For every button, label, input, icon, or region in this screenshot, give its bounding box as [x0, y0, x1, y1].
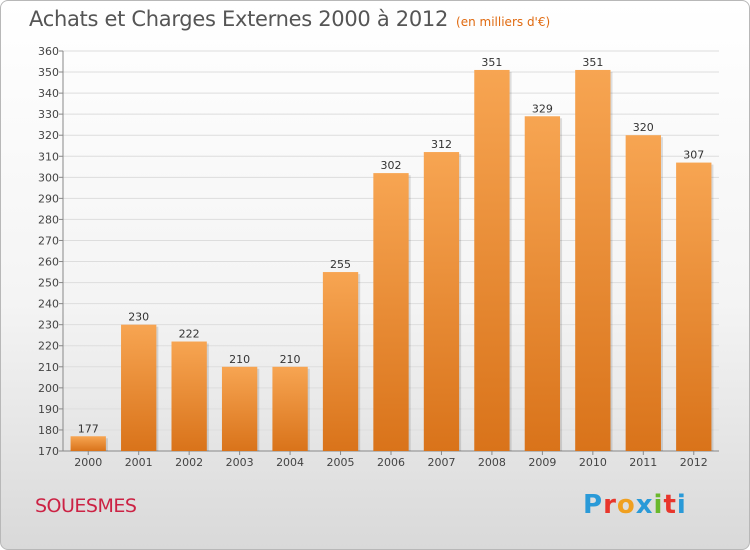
y-tick-label: 310 [38, 150, 59, 163]
bar [676, 162, 712, 451]
chart-title: Achats et Charges Externes 2000 à 2012 (e… [29, 7, 550, 31]
bar [322, 272, 359, 451]
brand-letter: P [583, 490, 604, 520]
x-tick-label: 2002 [175, 456, 203, 469]
data-label: 255 [330, 258, 351, 271]
y-tick-label: 340 [38, 87, 59, 100]
bar [272, 366, 308, 451]
data-label: 351 [481, 56, 502, 69]
brand-logo[interactable]: Proxiti [583, 490, 687, 520]
y-tick-label: 350 [38, 66, 59, 79]
x-tick-label: 2010 [579, 456, 607, 469]
y-tick-label: 290 [38, 192, 59, 205]
data-label: 307 [683, 149, 704, 162]
bars [70, 69, 714, 452]
y-tick-label: 230 [38, 319, 59, 332]
bar [373, 173, 409, 451]
brand-letter: t [663, 490, 677, 520]
brand-letter: o [616, 490, 636, 520]
data-label: 320 [633, 121, 654, 134]
chart-unit-label: (en milliers d'€) [456, 15, 551, 29]
data-label: 329 [532, 102, 553, 115]
brand-letter: i [653, 490, 664, 520]
data-label: 177 [78, 422, 99, 435]
data-label: 222 [179, 328, 200, 341]
y-tick-label: 260 [38, 256, 59, 269]
data-label: 210 [280, 353, 301, 366]
x-tick-label: 2003 [226, 456, 254, 469]
brand-letter: r [603, 490, 617, 520]
x-tick-label: 2006 [377, 456, 405, 469]
x-tick-label: 2000 [74, 456, 102, 469]
labels: 170 180 190 200 210 220 230 240 250 260 270 280 290 3… [38, 45, 708, 469]
y-tick-label: 270 [38, 234, 59, 247]
bar [171, 341, 207, 451]
y-tick-label: 200 [38, 382, 59, 395]
x-tick-label: 2009 [528, 456, 556, 469]
brand-letter: i [676, 490, 687, 520]
data-label: 302 [381, 159, 402, 172]
bar [625, 135, 661, 452]
x-tick-label: 2004 [276, 456, 304, 469]
bar [121, 324, 157, 451]
y-tick-label: 300 [38, 171, 59, 184]
y-tick-label: 320 [38, 129, 59, 142]
x-tick-label: 2012 [680, 456, 708, 469]
y-tick-label: 250 [38, 277, 59, 290]
bar [423, 152, 460, 452]
y-tick-label: 190 [38, 403, 59, 416]
y-tick-label: 280 [38, 213, 59, 226]
chart-title-text: Achats et Charges Externes 2000 à 2012 [29, 7, 449, 31]
bar [221, 366, 258, 451]
y-tick-label: 330 [38, 108, 59, 121]
x-tick-label: 2008 [478, 456, 506, 469]
data-label: 230 [128, 311, 149, 324]
x-tick-label: 2011 [629, 456, 657, 469]
x-tick-label: 2001 [125, 456, 153, 469]
bar [70, 436, 106, 451]
x-tick-label: 2007 [427, 456, 455, 469]
place-name: SOUESMES [35, 495, 137, 517]
data-label: 210 [229, 353, 250, 366]
bar [575, 69, 611, 452]
bar [474, 69, 510, 452]
y-tick-label: 210 [38, 361, 59, 374]
x-tick-label: 2005 [327, 456, 355, 469]
data-label: 312 [431, 138, 452, 151]
y-tick-label: 360 [38, 45, 59, 58]
brand-letter: x [635, 490, 654, 520]
data-label: 351 [582, 56, 603, 69]
y-tick-label: 170 [38, 445, 59, 458]
y-tick-label: 240 [38, 298, 59, 311]
y-tick-label: 180 [38, 424, 59, 437]
bar [524, 116, 561, 452]
y-tick-label: 220 [38, 340, 59, 353]
